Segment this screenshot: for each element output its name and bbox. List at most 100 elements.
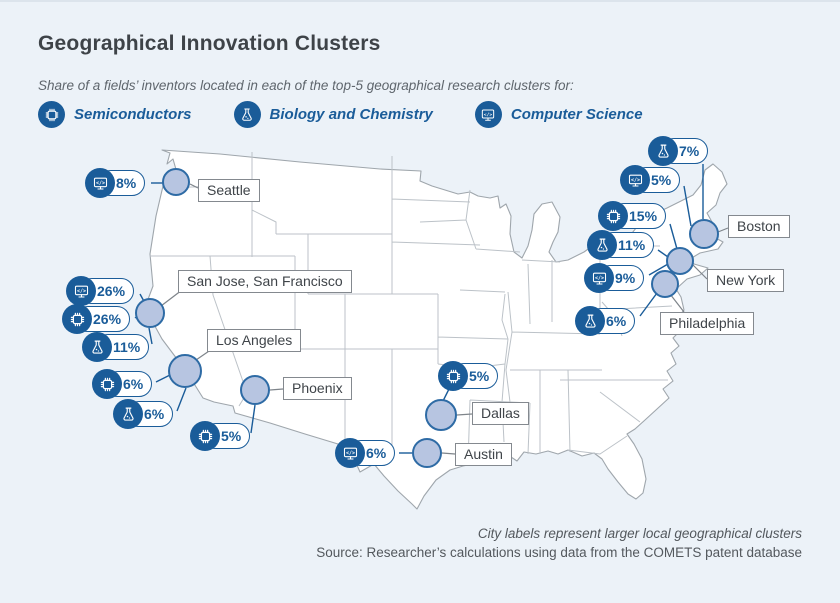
city-circle <box>412 438 442 468</box>
badge-field-bubble <box>62 304 92 334</box>
city-marker <box>425 399 457 431</box>
badge-connector-line <box>669 223 678 250</box>
badge-connector-line <box>148 327 153 345</box>
badge-connector-line <box>639 292 658 317</box>
city-circle <box>135 298 165 328</box>
chip-icon <box>45 108 58 121</box>
city-label: San Jose, San Francisco <box>178 270 352 293</box>
code-monitor-icon: </> <box>74 285 88 298</box>
flask-icon <box>242 107 252 121</box>
badge-connector-line <box>657 249 669 258</box>
chip-icon <box>198 429 212 443</box>
city-circles <box>135 168 719 468</box>
city-circle <box>162 168 190 196</box>
city-label: Dallas <box>472 402 529 425</box>
city-label-line <box>669 293 685 313</box>
code-monitor-icon: </> <box>93 177 107 190</box>
badge-field-bubble <box>82 332 112 362</box>
svg-text:</>: </> <box>631 177 640 183</box>
city-marker <box>135 298 165 328</box>
flask-icon <box>122 407 134 421</box>
city-marker <box>689 219 719 249</box>
city-label-line <box>717 227 729 233</box>
legend-bubble: </> <box>474 101 502 128</box>
city-circle <box>425 399 457 431</box>
svg-text:</>: </> <box>484 111 493 117</box>
city-label: Los Angeles <box>207 329 302 352</box>
legend-label: Semiconductors <box>74 106 192 123</box>
badge-field-bubble <box>598 201 628 231</box>
footnotes: City labels represent larger local geogr… <box>316 524 802 563</box>
flask-icon <box>91 340 103 354</box>
city-marker <box>412 438 442 468</box>
legend-item-computer-science: </> Computer Science <box>474 101 643 128</box>
legend-bubble <box>38 101 65 128</box>
badge-field-bubble: </> <box>66 276 96 306</box>
city-label: Phoenix <box>283 377 352 400</box>
badge-field-bubble <box>438 361 468 391</box>
legend-item-semiconductors: Semiconductors <box>38 101 192 128</box>
badge-connector-line <box>155 374 171 383</box>
chip-icon <box>446 369 460 383</box>
code-monitor-icon: </> <box>592 272 606 285</box>
badge-value: 5% <box>451 363 499 389</box>
badge-connector-line <box>250 404 256 434</box>
legend-label: Computer Science <box>510 106 643 123</box>
badge-connector-line <box>683 185 692 227</box>
badge-field-bubble <box>92 369 122 399</box>
code-monitor-icon: </> <box>482 109 495 121</box>
city-marker <box>240 375 270 405</box>
city-label-line <box>269 388 284 391</box>
city-circle <box>666 247 694 275</box>
city-label-line <box>441 452 456 455</box>
badge-field-bubble <box>113 399 143 429</box>
badge-field-bubble <box>648 136 678 166</box>
city-label-line <box>456 413 473 416</box>
chip-icon <box>100 377 114 391</box>
badge-field-bubble: </> <box>85 168 115 198</box>
svg-text:</>: </> <box>346 450 355 456</box>
us-outline <box>146 149 728 510</box>
legend-item-biology-chemistry: Biology and Chemistry <box>233 101 433 128</box>
city-label: New York <box>707 269 785 292</box>
badge-field-bubble: </> <box>620 165 650 195</box>
city-circle <box>168 354 202 388</box>
svg-text:</>: </> <box>96 180 105 186</box>
city-label: Philadelphia <box>660 312 755 335</box>
city-label: Austin <box>455 443 512 466</box>
page-title: Geographical Innovation Clusters <box>38 32 381 55</box>
subtitle: Share of a fields’ inventors located in … <box>38 78 574 93</box>
city-marker <box>651 270 679 298</box>
chip-icon <box>606 209 620 223</box>
chip-icon <box>70 312 84 326</box>
badge-field-bubble <box>190 421 220 451</box>
badge-field-bubble <box>587 230 617 260</box>
badge-field-bubble <box>575 306 605 336</box>
legend: Semiconductors Biology and Chemistry </> Co… <box>38 101 643 128</box>
flask-icon <box>596 238 608 252</box>
code-monitor-icon: </> <box>343 447 357 460</box>
city-marker <box>162 168 190 196</box>
city-circle <box>240 375 270 405</box>
city-label: Boston <box>728 215 790 238</box>
flask-icon <box>657 144 669 158</box>
city-label-line <box>189 183 199 189</box>
svg-text:</>: </> <box>595 275 604 281</box>
legend-bubble <box>233 101 261 128</box>
code-monitor-icon: </> <box>628 174 642 187</box>
city-label: Seattle <box>198 179 260 202</box>
legend-label: Biology and Chemistry <box>269 106 433 123</box>
badge-connector-line <box>442 388 450 402</box>
badge-connector-line <box>176 387 187 412</box>
city-label-line <box>692 264 708 280</box>
caption-note: City labels represent larger local geogr… <box>477 525 802 541</box>
city-marker <box>168 354 202 388</box>
city-circle <box>689 219 719 249</box>
badge-connector-line <box>648 263 669 276</box>
source-note: Source: Researcher’s calculations using … <box>316 545 802 561</box>
badge-field-bubble: </> <box>584 263 614 293</box>
svg-text:</>: </> <box>77 288 86 294</box>
city-circle <box>651 270 679 298</box>
